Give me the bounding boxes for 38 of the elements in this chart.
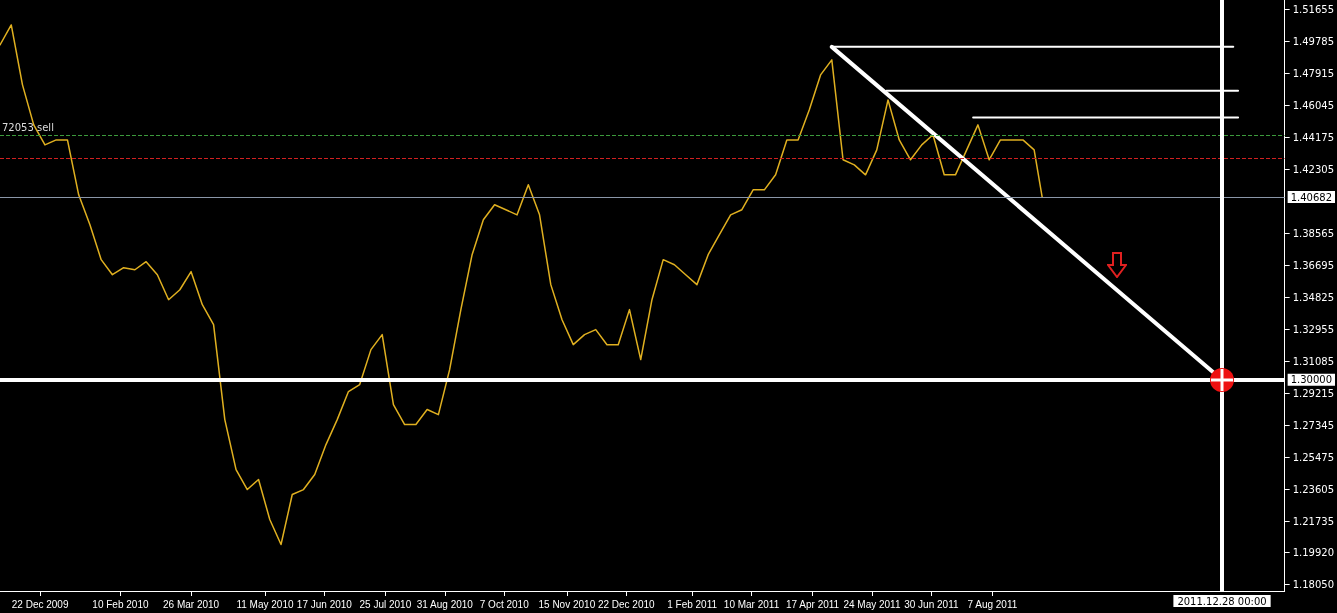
ref-line-label: 1.30000 [1290,374,1333,386]
x-tick-label: 10 Feb 2010 [92,598,149,610]
y-tick-label: 1.32955 [1292,323,1335,335]
x-tick-label: 31 Aug 2010 [416,598,474,610]
x-tick-label: 11 May 2010 [236,598,294,610]
x-tick-label: 24 May 2011 [843,598,901,610]
x-tick-label: 26 Mar 2010 [163,598,220,610]
x-tick-label: 25 Jul 2010 [359,598,412,610]
y-tick-label: 1.44175 [1292,131,1335,143]
y-tick-label: 1.49785 [1292,35,1335,47]
ref-line-label: 1.40682 [1290,191,1333,203]
y-tick-label: 1.23605 [1292,483,1335,495]
ref-line-label: 72053 sell [2,122,54,134]
y-tick-label: 1.29215 [1292,387,1335,399]
x-tick-label: 15 Nov 2010 [538,598,596,610]
y-tick-label: 1.34825 [1292,291,1335,303]
x-tick-label: 17 Jun 2010 [296,598,353,610]
y-tick-label: 1.27345 [1292,419,1335,431]
y-tick-label: 1.25475 [1292,451,1335,463]
x-tick-label: 7 Aug 2011 [967,598,1018,610]
y-tick-label: 1.47915 [1292,67,1335,79]
y-tick-label: 1.18050 [1292,578,1335,590]
x-tick-label: 22 Dec 2009 [11,598,69,610]
y-tick-label: 1.42305 [1292,163,1335,175]
y-tick-label: 1.38565 [1292,227,1335,239]
y-tick-label: 1.21735 [1292,515,1335,527]
y-tick-label: 1.51655 [1292,3,1335,15]
x-tick-label: 1 Feb 2011 [667,598,718,610]
y-tick-label: 1.19920 [1292,546,1335,558]
y-tick-label: 1.31085 [1292,355,1335,367]
ref-line-label: 2011.12.28 00:00 [1177,595,1267,607]
x-tick-label: 22 Dec 2010 [597,598,656,610]
x-tick-label: 7 Oct 2010 [479,598,530,610]
x-tick-label: 30 Jun 2011 [904,598,959,610]
y-tick-label: 1.46045 [1292,99,1335,111]
y-tick-label: 1.36695 [1292,259,1335,271]
x-tick-label: 10 Mar 2011 [723,598,780,610]
x-tick-label: 17 Apr 2011 [785,598,840,610]
